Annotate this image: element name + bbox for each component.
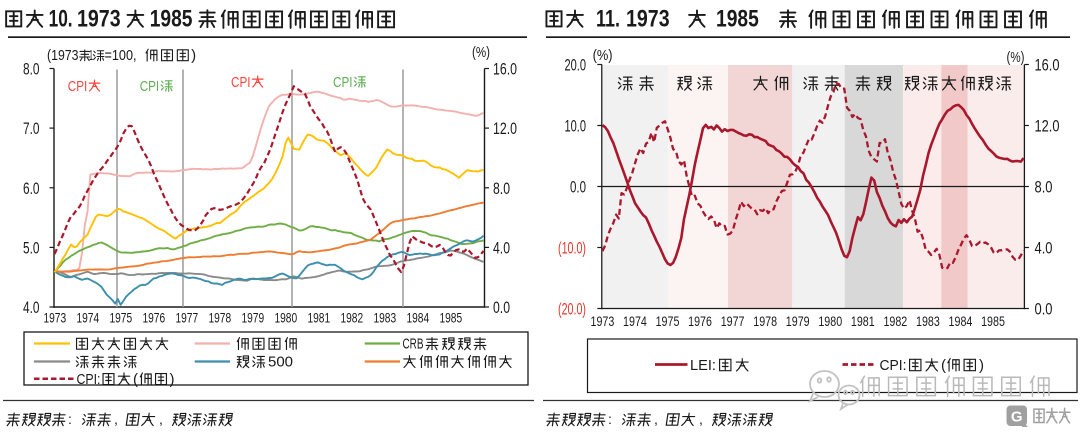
svg-text:1984: 1984 (949, 313, 973, 329)
svg-text:1973: 1973 (591, 313, 615, 329)
svg-text:(%): (%) (593, 47, 613, 64)
svg-text:1974: 1974 (76, 310, 99, 326)
svg-text:4.0: 4.0 (23, 298, 40, 317)
svg-text:10.: 10. (49, 5, 73, 32)
svg-text:1981: 1981 (307, 310, 330, 326)
svg-text:): ) (979, 357, 984, 374)
svg-text:1985: 1985 (439, 310, 462, 326)
svg-text:1979: 1979 (241, 310, 264, 326)
svg-text:1976: 1976 (142, 310, 165, 326)
svg-text:): ) (191, 47, 196, 64)
svg-text:(10.0): (10.0) (558, 239, 586, 258)
svg-text:16.0: 16.0 (493, 60, 517, 79)
svg-text:CRB: CRB (403, 336, 424, 353)
svg-text:20.0: 20.0 (565, 56, 587, 75)
svg-text:0.0: 0.0 (1035, 300, 1053, 319)
svg-text:4.0: 4.0 (493, 238, 510, 257)
svg-text:1985: 1985 (716, 5, 759, 32)
svg-text:G: G (1011, 409, 1023, 426)
svg-text:1984: 1984 (406, 310, 429, 326)
svg-text:1980: 1980 (274, 310, 297, 326)
svg-text:1: 1 (89, 47, 93, 64)
svg-text:10.0: 10.0 (565, 117, 587, 136)
svg-text:1981: 1981 (851, 313, 875, 329)
svg-text:CPI: CPI (231, 74, 251, 91)
svg-text:1979: 1979 (786, 313, 810, 329)
svg-text:1975: 1975 (656, 313, 680, 329)
svg-text::: : (608, 411, 612, 427)
svg-text:8.0: 8.0 (1035, 178, 1053, 197)
svg-text:1985: 1985 (150, 5, 193, 32)
svg-text:(: ( (941, 357, 946, 374)
svg-text:1982: 1982 (883, 313, 907, 329)
svg-text:0.0: 0.0 (570, 178, 586, 197)
svg-text:1978: 1978 (208, 310, 231, 326)
svg-text:(%): (%) (1007, 49, 1025, 66)
svg-text:(%): (%) (472, 44, 490, 61)
svg-text:=100,: =100, (105, 47, 137, 64)
svg-text:1973: 1973 (43, 310, 66, 326)
svg-text:1976: 1976 (688, 313, 712, 329)
svg-text:CPI: CPI (68, 78, 88, 95)
svg-text:11.: 11. (596, 5, 620, 32)
svg-text:8.0: 8.0 (23, 60, 40, 79)
svg-text:,: , (159, 411, 163, 427)
svg-text:1983: 1983 (373, 310, 396, 326)
svg-text:CPI: CPI (140, 78, 160, 95)
svg-text:(: ( (133, 371, 138, 388)
svg-text:4.0: 4.0 (1035, 239, 1053, 258)
svg-text:8.0: 8.0 (493, 179, 510, 198)
svg-text:1983: 1983 (916, 313, 940, 329)
svg-text:1973: 1973 (626, 5, 670, 32)
svg-text:CPI:: CPI: (77, 371, 101, 388)
svg-text:1985: 1985 (981, 313, 1005, 329)
svg-text:(20.0): (20.0) (558, 300, 586, 319)
svg-text:7.0: 7.0 (23, 119, 40, 138)
svg-text:,: , (114, 411, 118, 427)
svg-text:6.0: 6.0 (23, 179, 40, 198)
svg-text:16.0: 16.0 (1035, 56, 1060, 75)
svg-text:(1973: (1973 (47, 47, 79, 64)
svg-text:,: , (699, 411, 703, 427)
svg-text:1973: 1973 (77, 5, 121, 32)
svg-text:1977: 1977 (175, 310, 198, 326)
svg-text:12.0: 12.0 (493, 119, 517, 138)
svg-text:CPI:: CPI: (880, 357, 907, 374)
svg-text:): ) (170, 371, 175, 388)
svg-text:1977: 1977 (721, 313, 745, 329)
svg-text:LEI:: LEI: (690, 357, 716, 374)
svg-text:0.0: 0.0 (493, 298, 510, 317)
svg-text:500: 500 (268, 354, 293, 371)
svg-text::: : (68, 411, 72, 427)
svg-text:1978: 1978 (753, 313, 777, 329)
svg-text:CPI: CPI (333, 74, 353, 91)
svg-text:1975: 1975 (109, 310, 132, 326)
svg-text:1974: 1974 (623, 313, 647, 329)
svg-text:1980: 1980 (818, 313, 842, 329)
svg-text:5.0: 5.0 (23, 238, 40, 257)
svg-text:1982: 1982 (340, 310, 363, 326)
svg-text:,: , (654, 411, 658, 427)
svg-text:12.0: 12.0 (1035, 117, 1060, 136)
